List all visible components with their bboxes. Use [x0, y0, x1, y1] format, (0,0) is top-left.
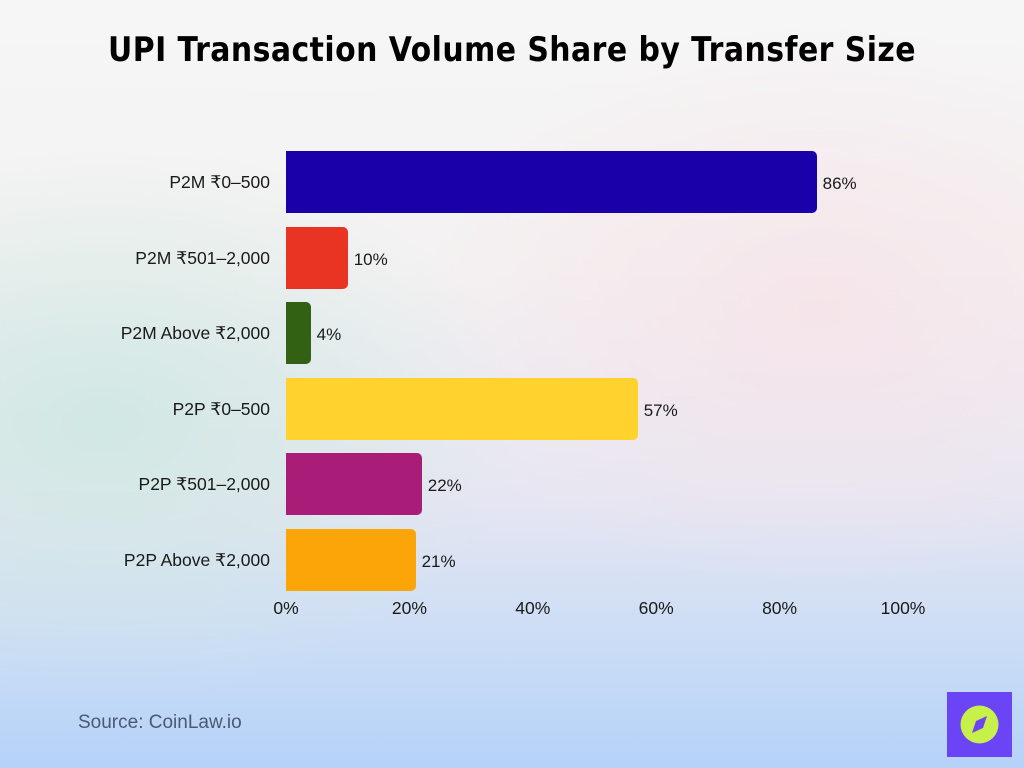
x-tick-label: 40% [515, 598, 551, 618]
category-label: P2M ₹501–2,000 [135, 248, 270, 268]
category-label: P2P Above ₹2,000 [123, 550, 270, 570]
value-label: 86% [822, 174, 857, 193]
bar-p2m-0-500 [286, 151, 817, 213]
value-label: 21% [421, 552, 456, 571]
x-tick-label: 20% [391, 598, 427, 618]
value-label: 10% [353, 250, 388, 269]
brand-logo [947, 692, 1012, 757]
x-tick-label: 100% [880, 598, 926, 618]
x-tick-label: 60% [638, 598, 674, 618]
category-label: P2P ₹501–2,000 [138, 474, 270, 494]
value-label: 4% [316, 325, 342, 344]
value-label: 57% [643, 401, 678, 420]
bar-p2p-0-500 [286, 378, 638, 440]
chart-title: UPI Transaction Volume Share by Transfer… [107, 30, 917, 70]
bar-p2m-above-2000 [286, 302, 311, 364]
bar-p2m-501-2000 [286, 227, 348, 289]
bar-p2p-above-2000 [286, 529, 416, 591]
source-credit: Source: CoinLaw.io [78, 712, 242, 733]
category-label: P2P ₹0–500 [172, 399, 270, 419]
category-label: P2M ₹0–500 [169, 172, 270, 192]
bar-p2p-501-2000 [286, 453, 422, 515]
x-tick-label: 80% [762, 598, 798, 618]
x-tick-label: 0% [273, 598, 299, 618]
category-label: P2M Above ₹2,000 [120, 323, 270, 343]
value-label: 22% [427, 476, 462, 495]
compass-icon [960, 705, 999, 744]
